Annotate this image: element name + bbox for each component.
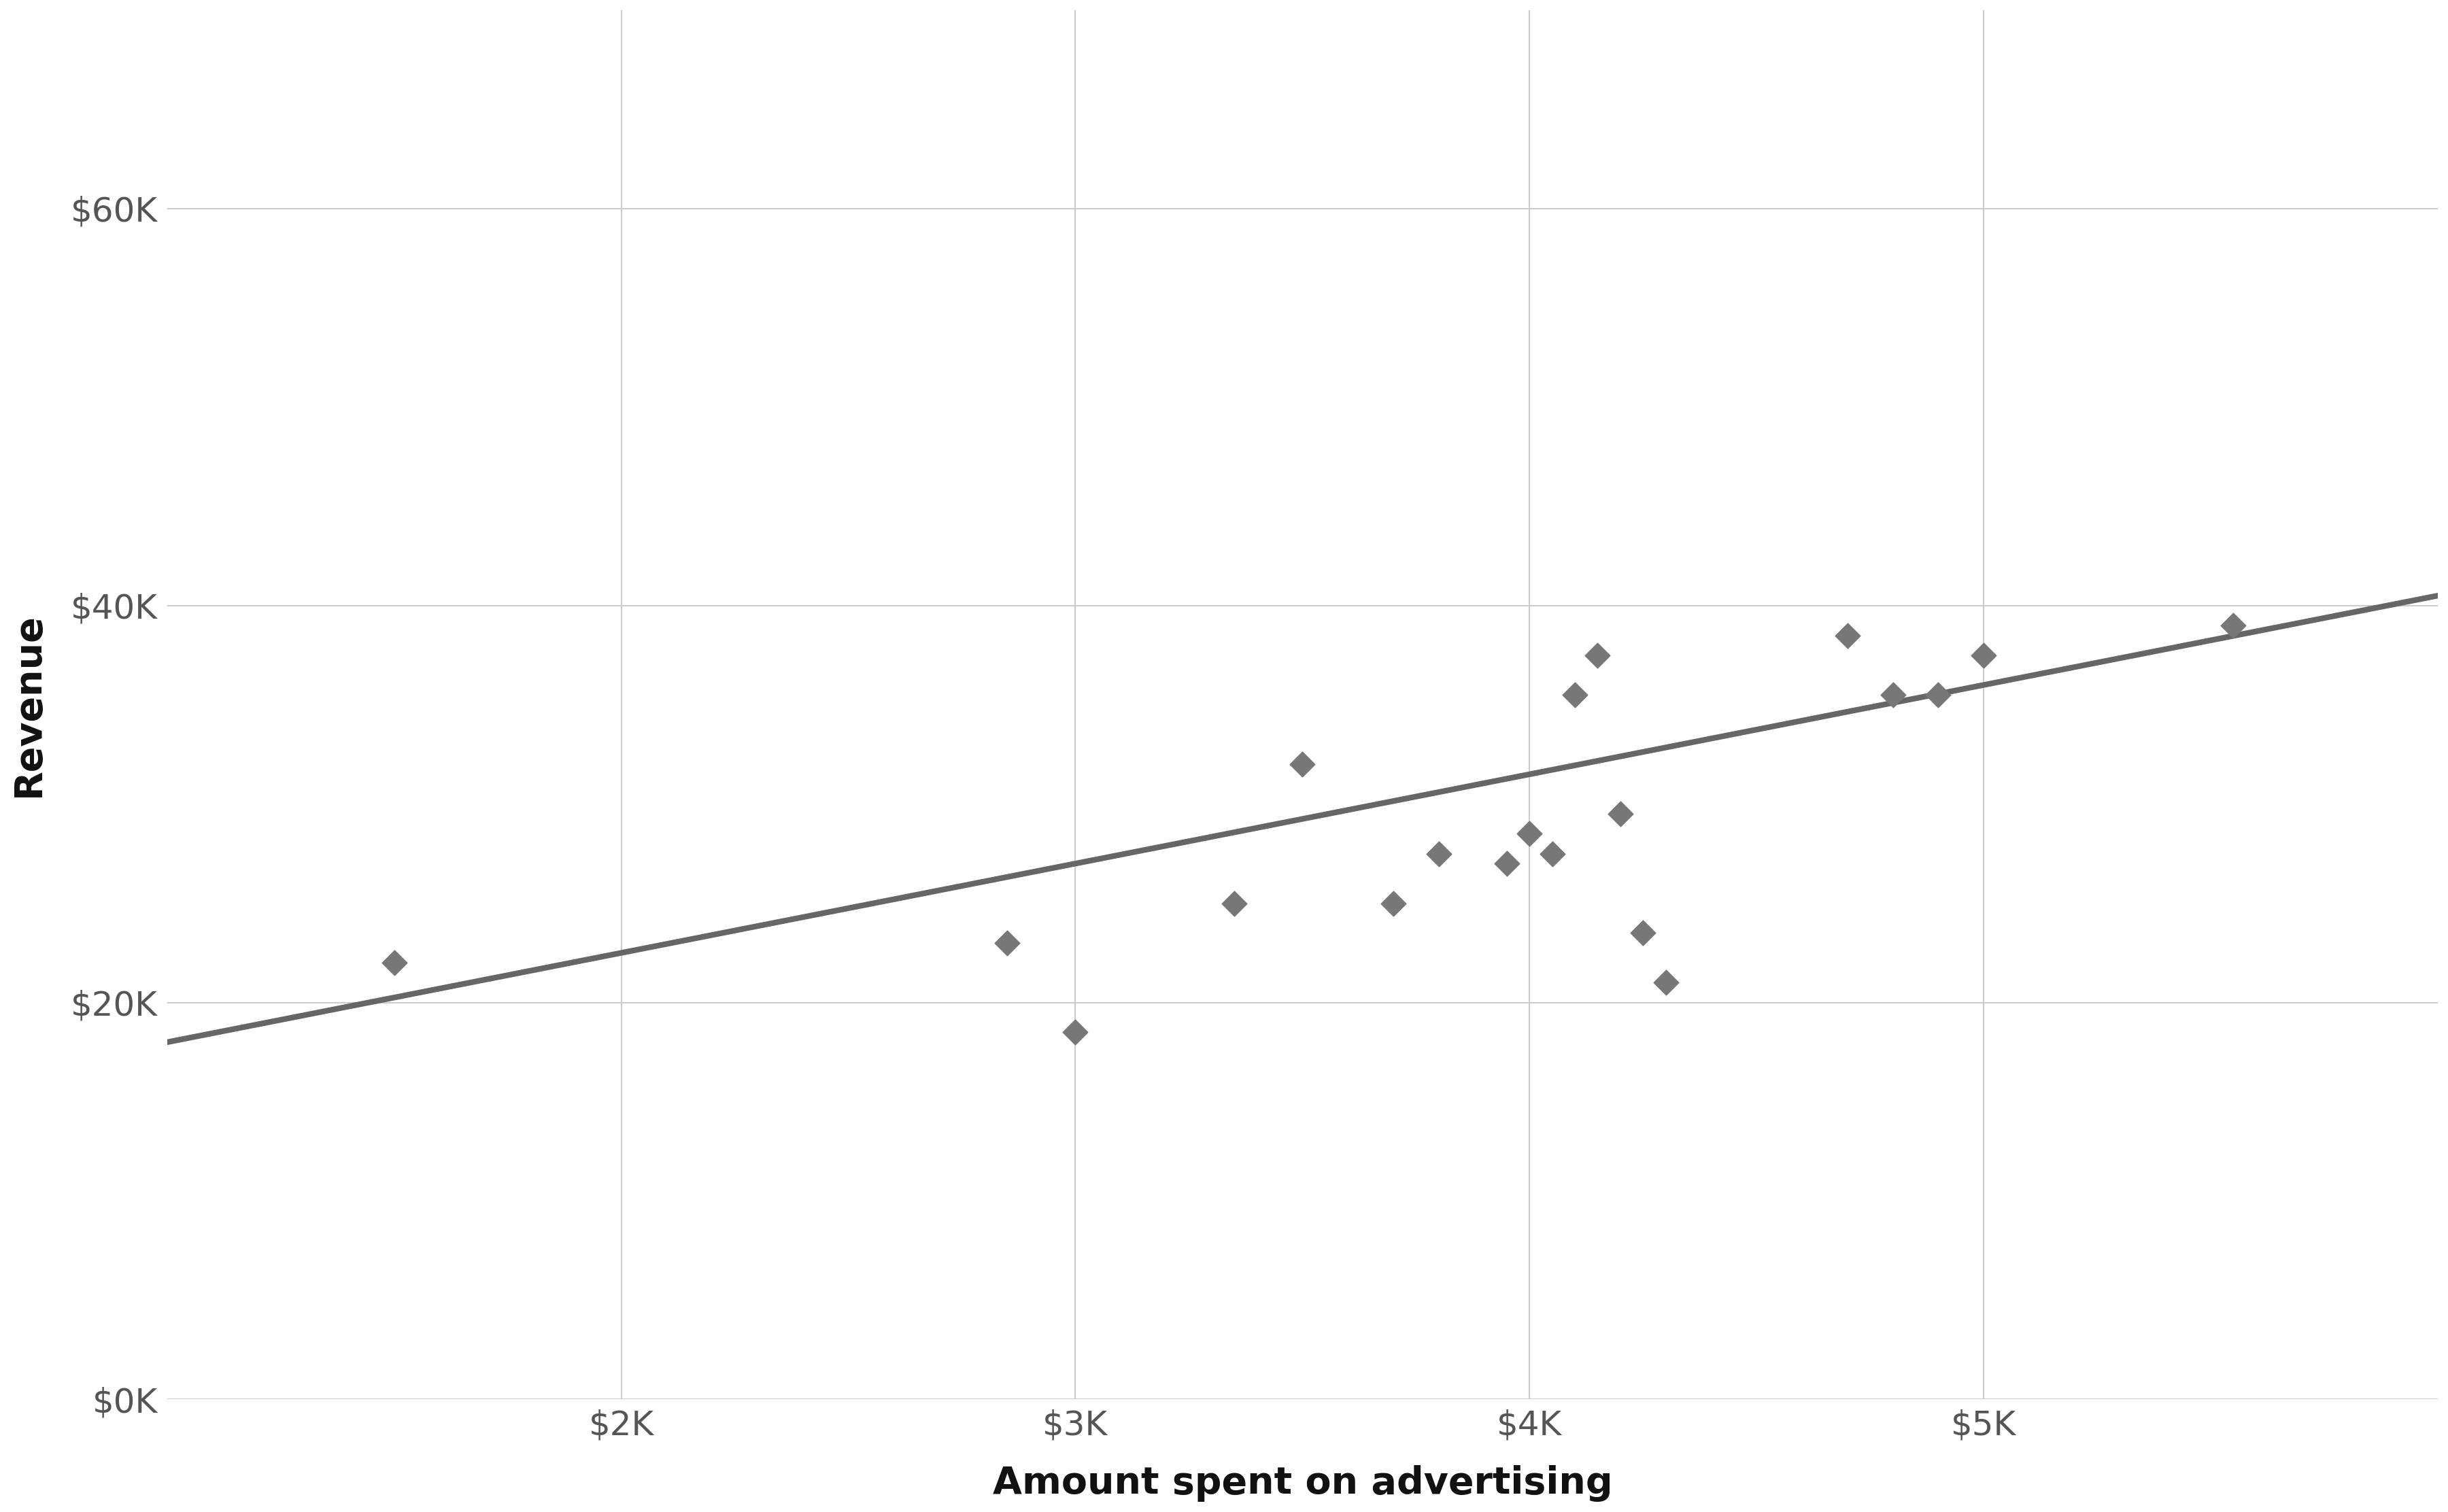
Point <box>1488 851 1528 875</box>
Point <box>1532 842 1572 866</box>
Point <box>1554 683 1594 708</box>
Point <box>1829 623 1868 647</box>
Point <box>1963 643 2002 667</box>
X-axis label: Amount spent on advertising: Amount spent on advertising <box>991 1465 1613 1501</box>
Point <box>375 951 414 975</box>
Point <box>1420 842 1459 866</box>
Point <box>1601 801 1640 826</box>
Point <box>2213 614 2252 638</box>
Point <box>1919 683 1958 708</box>
Point <box>1579 643 1618 667</box>
Y-axis label: Revenue: Revenue <box>10 612 47 797</box>
Point <box>1373 891 1412 915</box>
Point <box>1645 971 1684 995</box>
Point <box>1055 1021 1094 1045</box>
Point <box>987 931 1026 956</box>
Point <box>1873 683 1912 708</box>
Point <box>1214 891 1253 915</box>
Point <box>1623 921 1662 945</box>
Point <box>1283 753 1322 777</box>
Point <box>1510 821 1550 845</box>
